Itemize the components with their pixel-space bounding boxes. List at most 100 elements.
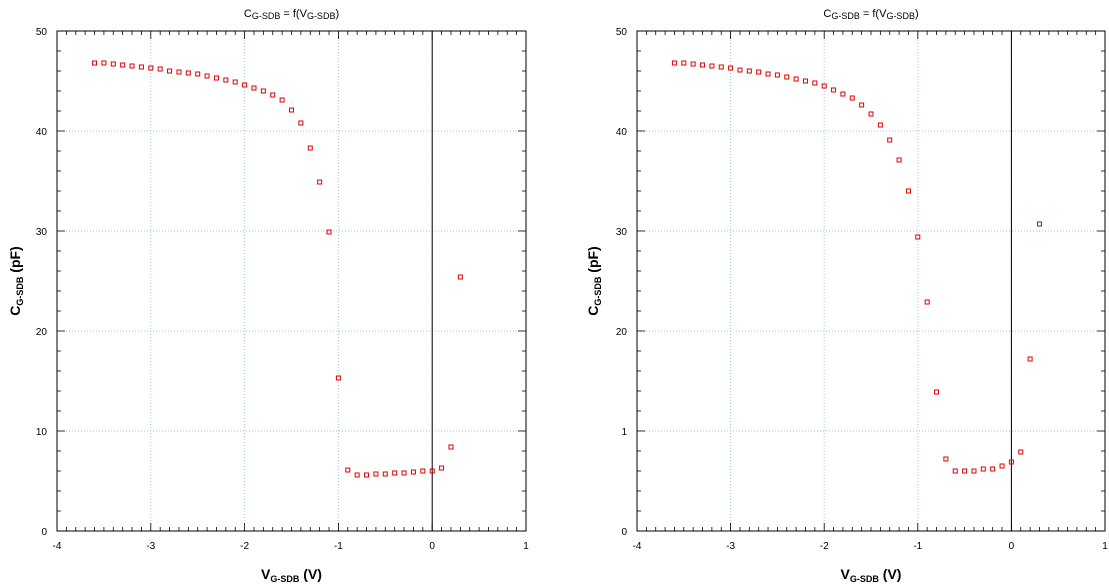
data-point [859,102,865,108]
x-tick-label: 1 [523,541,529,552]
data-point [887,137,893,143]
data-point [298,120,304,126]
data-point [999,463,1005,469]
data-point [364,472,370,478]
y-tick-label: 20 [36,327,48,338]
data-point [307,145,313,151]
data-point [167,68,173,74]
data-point [382,471,388,477]
data-point [718,64,724,70]
data-point [176,69,182,75]
data-point [905,188,911,194]
data-point [92,60,98,66]
data-point [784,74,790,80]
data-point [138,64,144,70]
plot-frame [636,30,1106,532]
data-point [420,468,426,474]
data-point [157,66,163,72]
data-point [868,111,874,117]
data-point [746,68,752,74]
x-tick-label: -1 [334,541,343,552]
data-point [990,466,996,472]
x-tick-label: -3 [726,541,735,552]
data-point [737,67,743,73]
data-point [700,62,706,68]
x-axis-label: VG-SDB (V) [261,566,322,584]
data-point [709,63,715,69]
data-point [934,389,940,395]
x-tick-label: -2 [820,541,829,552]
y-tick-label: 50 [616,27,628,38]
data-point [429,468,435,474]
data-point [223,77,229,83]
data-point [204,73,210,79]
y-tick-label: 50 [36,27,48,38]
data-point [924,299,930,305]
data-point [952,468,958,474]
y-tick-label: 30 [616,227,628,238]
y-tick-label: 0 [621,527,627,538]
data-point [690,61,696,67]
data-point [943,456,949,462]
data-point [671,60,677,66]
data-point [289,107,294,113]
data-point [335,375,341,381]
y-tick-label: 0 [41,527,47,538]
data-point [821,83,827,89]
data-point [317,179,323,185]
data-point [793,76,799,82]
data-point [728,65,734,71]
data-point [980,466,986,472]
chart-title: CG-SDB = f(VG-SDB) [244,8,339,21]
data-point [148,65,154,71]
data-point [765,71,771,77]
y-tick-label: 1 [621,427,627,438]
data-point [1036,221,1042,227]
data-point [392,470,398,476]
data-point [812,80,818,86]
data-point [326,229,332,235]
x-axis-label: VG-SDB (V) [841,566,902,584]
data-point [756,69,762,75]
data-point [120,62,126,68]
x-tick-label: 0 [429,541,435,552]
y-tick-label: 10 [36,427,48,438]
data-point [242,82,248,88]
data-point [373,471,379,477]
data-point [410,469,416,475]
data-point [185,70,191,76]
y-axis-label: CG-SDB (pF) [7,246,25,315]
data-point [877,122,883,128]
data-point [1027,356,1033,362]
y-tick-label: 40 [36,127,48,138]
data-point [849,95,855,101]
data-point [101,60,107,66]
data-point [354,472,360,478]
data-point [802,78,808,84]
data-point [1018,449,1024,455]
data-point [251,85,257,91]
x-tick-label: -4 [53,541,62,552]
y-tick-label: 20 [616,327,628,338]
data-point [195,71,201,77]
data-point [1008,459,1014,465]
x-tick-label: -1 [913,541,922,552]
y-tick-label: 30 [36,227,48,238]
data-point [439,465,445,471]
data-point [401,470,407,476]
chart-right: -4 -3 -2 -1 0 1 0 1 20 30 40 50 CG-SDB = f(VG-SDB) VG… [585,8,1108,584]
y-tick-label: 40 [616,127,628,138]
x-tick-label: -4 [633,541,642,552]
data-point [971,468,977,474]
data-point [831,87,837,93]
x-tick-label: -2 [240,541,249,552]
data-point [448,444,454,450]
data-point [840,91,846,97]
x-tick-label: 1 [1102,541,1108,552]
data-point [915,234,921,240]
data-point [270,92,276,98]
plot-frame [56,30,527,532]
chart-title: CG-SDB = f(VG-SDB) [823,8,918,21]
data-point [279,97,285,103]
